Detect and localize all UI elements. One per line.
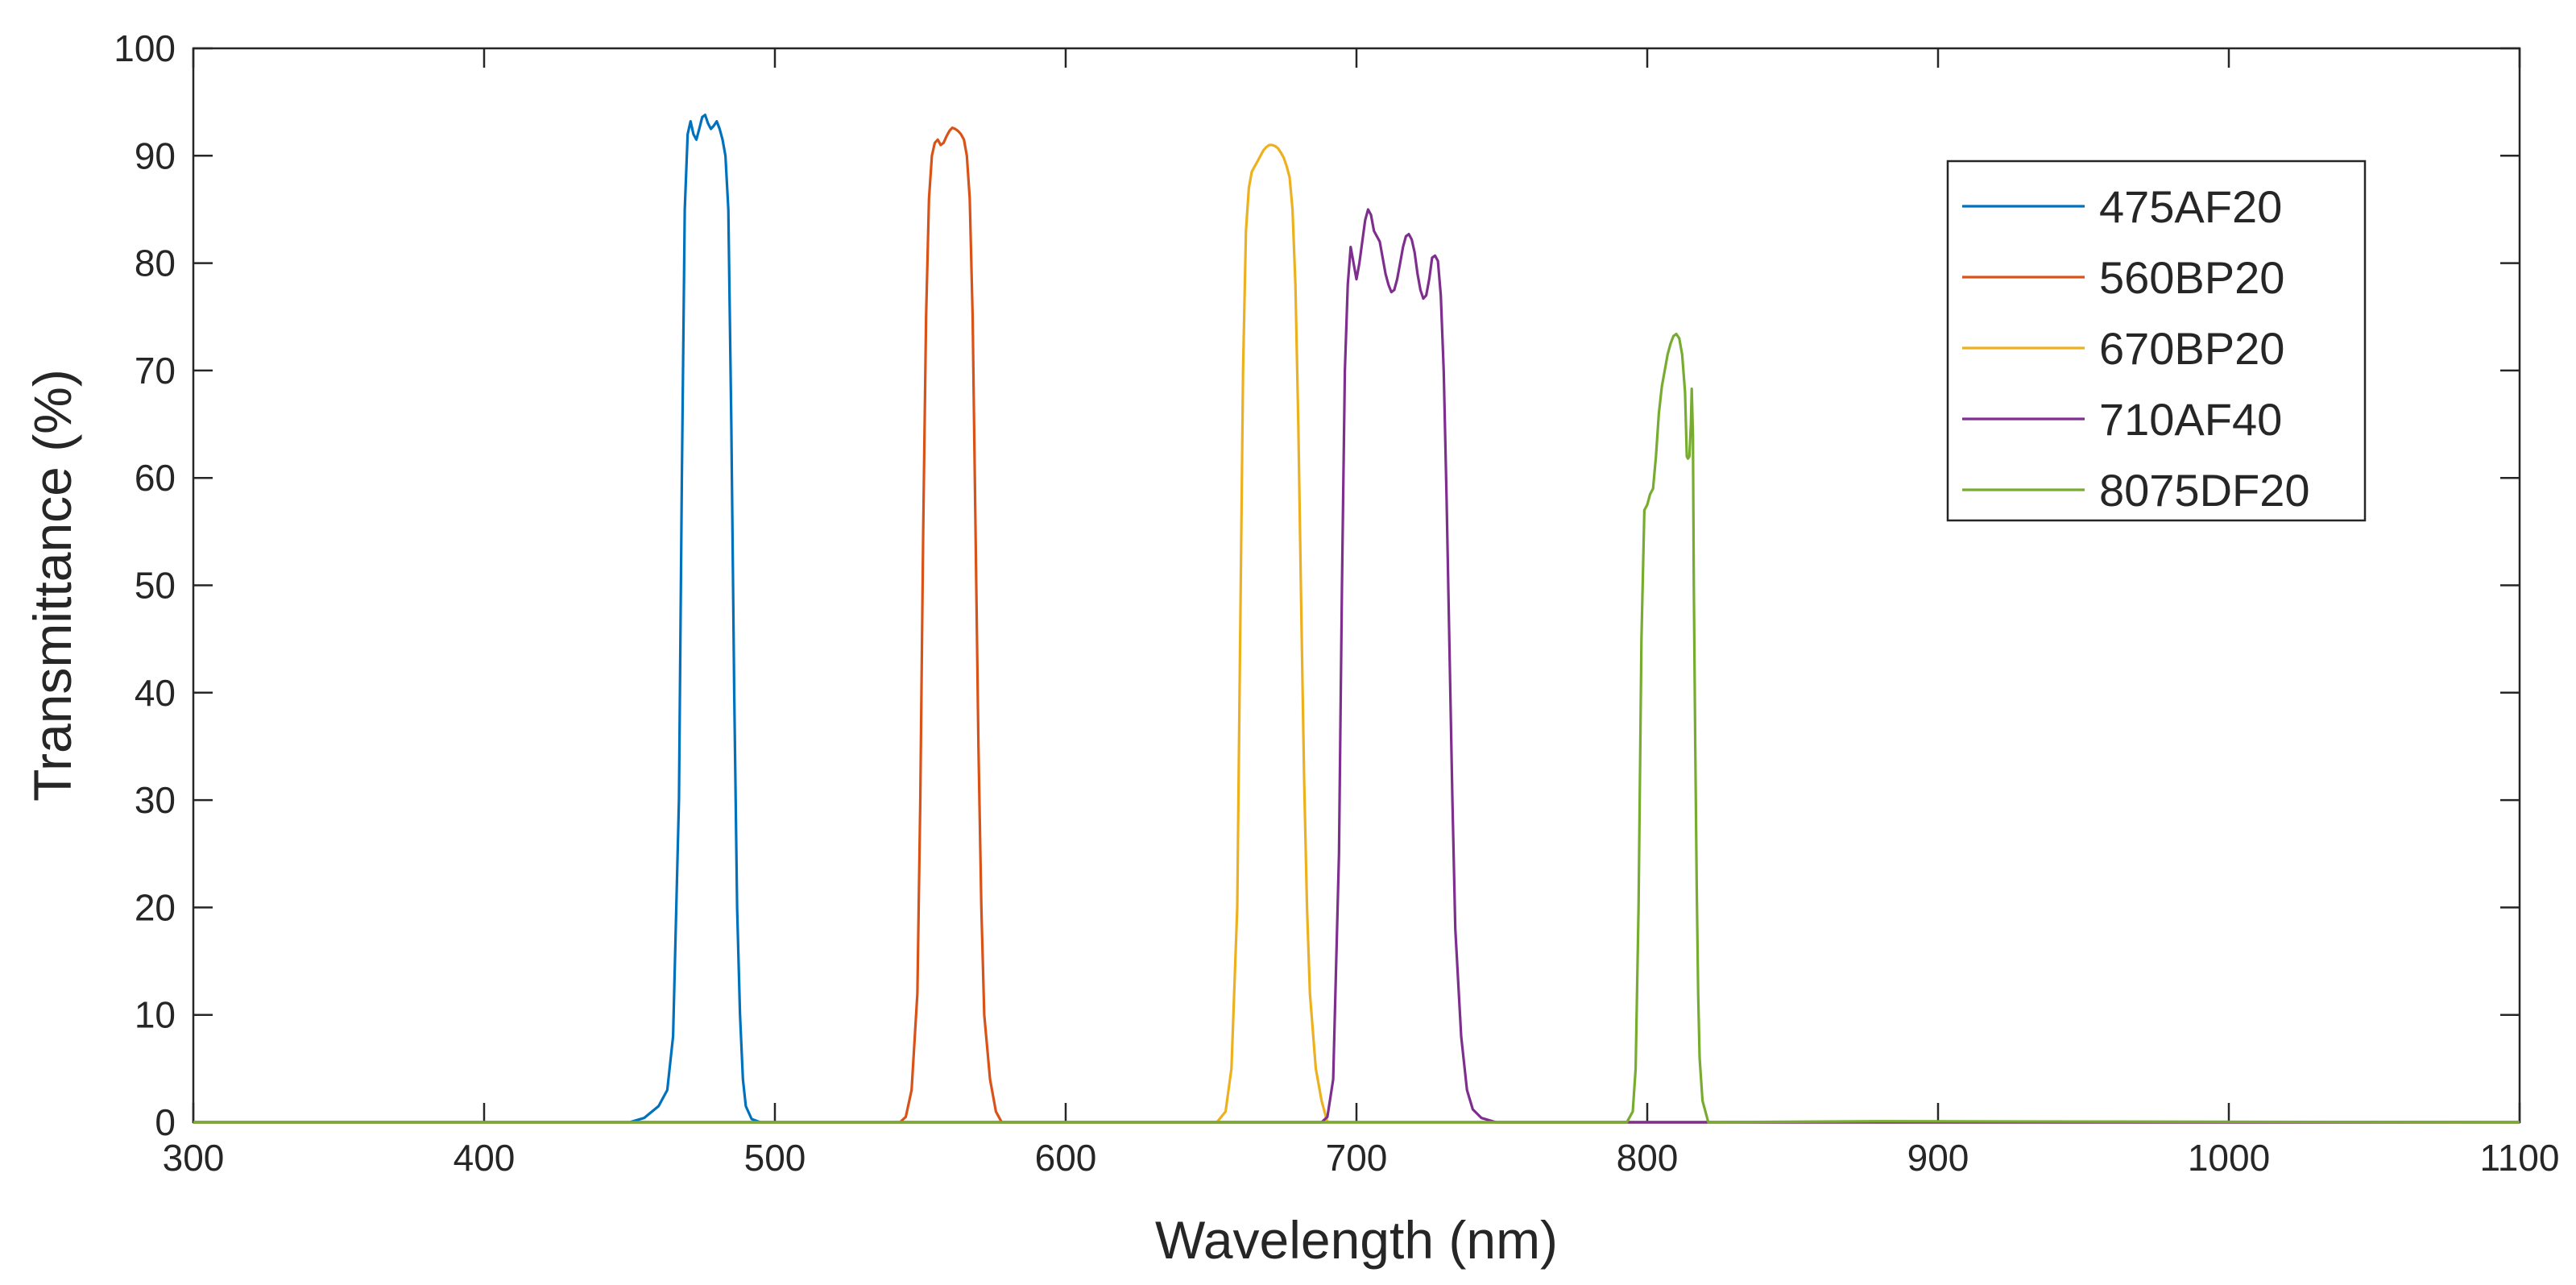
x-tick-label: 500: [744, 1137, 806, 1179]
x-tick-label: 400: [453, 1137, 516, 1179]
x-tick-label: 900: [1907, 1137, 1969, 1179]
y-tick-label: 30: [135, 779, 176, 821]
y-tick-label: 0: [155, 1101, 176, 1143]
y-axis-title: Transmittance (%): [23, 369, 82, 802]
series-line-710af40: [193, 208, 2520, 1124]
x-tick-label: 1100: [2480, 1137, 2560, 1179]
legend-label: 560BP20: [2099, 252, 2284, 303]
y-tick-label: 10: [135, 994, 176, 1036]
x-tick-label: 1000: [2188, 1137, 2270, 1179]
y-tick-label: 100: [114, 27, 176, 69]
series-line-670bp20: [193, 143, 2520, 1124]
x-tick-label: 700: [1326, 1137, 1388, 1179]
series-line-8075df20: [193, 333, 2520, 1124]
legend-box: [1946, 160, 2367, 522]
y-tick-label: 60: [135, 457, 176, 499]
y-tick-label: 80: [135, 242, 176, 284]
legend-label: 475AF20: [2099, 181, 2282, 232]
y-tick-label: 40: [135, 672, 176, 714]
series-line-560bp20: [193, 126, 2520, 1124]
x-tick-label: 600: [1035, 1137, 1097, 1179]
x-tick-label: 300: [163, 1137, 225, 1179]
y-tick-label: 50: [135, 565, 176, 607]
x-tick-label: 800: [1617, 1137, 1679, 1179]
y-tick-label: 70: [135, 350, 176, 392]
x-axis-title: Wavelength (nm): [1155, 1210, 1558, 1270]
series-line-475af20: [193, 114, 2520, 1124]
y-tick-label: 90: [135, 135, 176, 176]
y-tick-label: 20: [135, 886, 176, 928]
legend-label: 8075DF20: [2099, 465, 2310, 516]
legend-label: 710AF40: [2099, 394, 2282, 445]
legend-label: 670BP20: [2099, 323, 2284, 374]
